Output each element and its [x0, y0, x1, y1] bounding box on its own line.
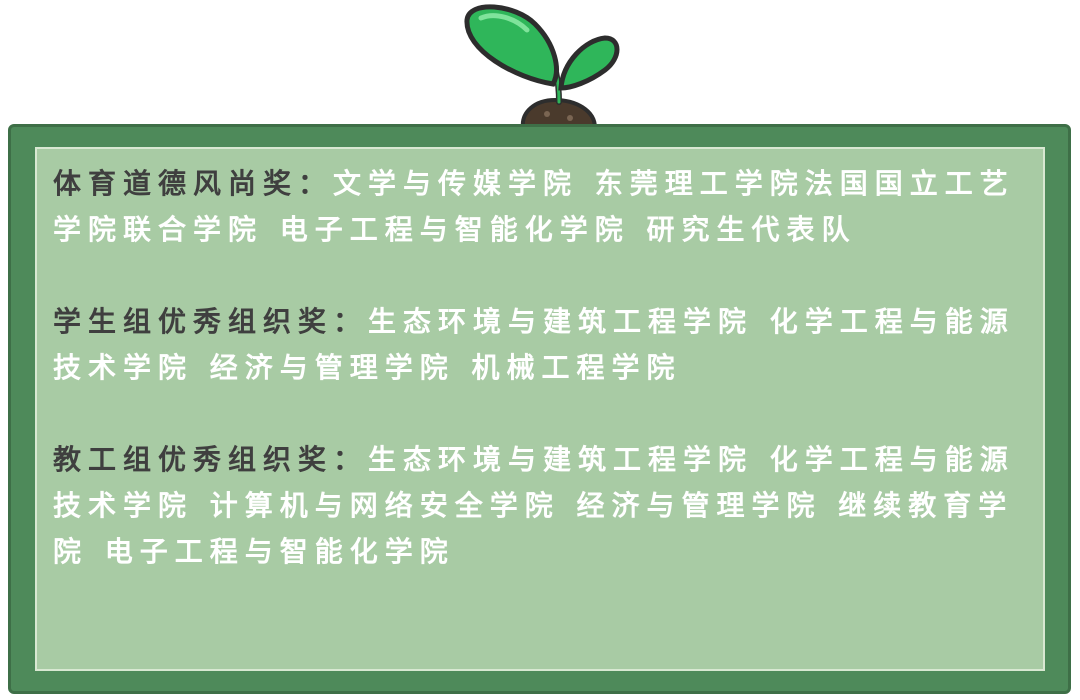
- award-winners: 生态环境与建筑工程学院 化学工程与能源技术学院 经济与管理学院 机械工程学院: [53, 305, 1015, 384]
- award-title: 教工组优秀组织奖：: [53, 443, 369, 476]
- award-staff-organization: 教工组优秀组织奖：生态环境与建筑工程学院 化学工程与能源技术学院 计算机与网络安…: [53, 437, 1043, 575]
- award-winners: 生态环境与建筑工程学院 化学工程与能源技术学院 计算机与网络安全学院 经济与管理…: [53, 443, 1015, 568]
- award-student-organization: 学生组优秀组织奖：生态环境与建筑工程学院 化学工程与能源技术学院 经济与管理学院…: [53, 299, 1043, 391]
- award-sportsmanship: 体育道德风尚奖：文学与传媒学院 东莞理工学院法国国立工艺学院联合学院 电子工程与…: [53, 161, 1043, 253]
- award-winners: 文学与传媒学院 东莞理工学院法国国立工艺学院联合学院 电子工程与智能化学院 研究…: [53, 167, 1015, 246]
- award-title: 学生组优秀组织奖：: [53, 305, 369, 338]
- award-list: 体育道德风尚奖：文学与传媒学院 东莞理工学院法国国立工艺学院联合学院 电子工程与…: [53, 161, 1043, 621]
- award-board-panel: 体育道德风尚奖：文学与传媒学院 东莞理工学院法国国立工艺学院联合学院 电子工程与…: [35, 147, 1045, 671]
- award-board-frame: 体育道德风尚奖：文学与传媒学院 东莞理工学院法国国立工艺学院联合学院 电子工程与…: [8, 124, 1071, 694]
- sprout-icon: [464, 4, 620, 130]
- award-title: 体育道德风尚奖：: [53, 167, 334, 200]
